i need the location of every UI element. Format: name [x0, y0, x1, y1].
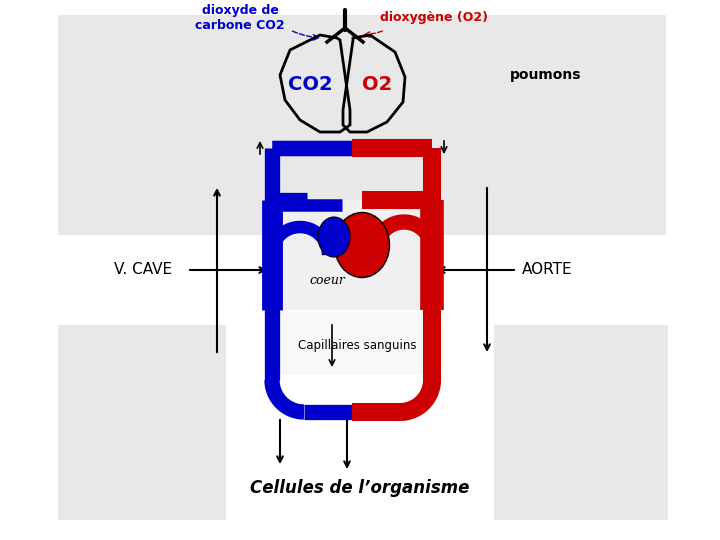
Ellipse shape — [335, 213, 390, 278]
Text: Capillaires sanguins: Capillaires sanguins — [298, 339, 416, 352]
Bar — [494, 325, 668, 520]
Text: AORTE: AORTE — [522, 262, 572, 278]
Text: dioxyde de
carbone CO2: dioxyde de carbone CO2 — [195, 4, 285, 32]
Text: Cellules de l’organisme: Cellules de l’organisme — [251, 479, 469, 497]
Text: poumons: poumons — [510, 68, 582, 82]
Bar — [274, 312, 439, 375]
Text: coeur: coeur — [309, 273, 345, 287]
Bar — [58, 325, 226, 520]
Text: V. CAVE: V. CAVE — [114, 262, 172, 278]
Bar — [274, 200, 430, 310]
Text: CO2: CO2 — [288, 76, 333, 94]
Text: O2: O2 — [362, 76, 392, 94]
Text: dioxygène (O2): dioxygène (O2) — [380, 11, 488, 24]
Bar — [58, 15, 666, 235]
Ellipse shape — [318, 217, 350, 257]
